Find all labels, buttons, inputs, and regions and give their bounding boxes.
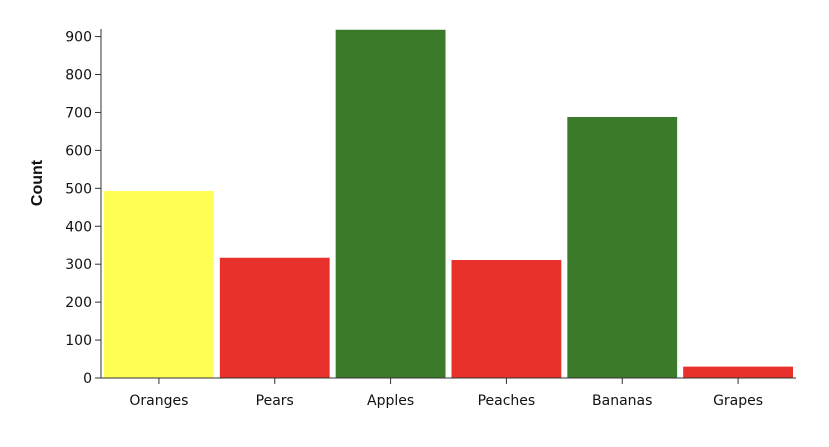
y-tick-label: 800: [65, 68, 92, 84]
x-tick-label-grapes: Grapes: [713, 393, 763, 409]
x-tick-label-peaches: Peaches: [478, 393, 536, 409]
y-tick-label: 400: [65, 219, 92, 235]
bar-grapes: [683, 366, 793, 378]
y-tick-label: 700: [65, 105, 92, 121]
x-tick-label-bananas: Bananas: [592, 393, 652, 409]
x-tick-label-oranges: Oranges: [129, 393, 188, 409]
y-tick-label: 900: [65, 30, 92, 46]
y-tick-label: 300: [65, 257, 92, 273]
y-tick-label: 100: [65, 333, 92, 349]
bar-peaches: [451, 260, 562, 378]
y-tick-label: 0: [83, 371, 92, 387]
x-axis-ticks: Oranges Pears Apples Peaches Bananas Grapes: [129, 378, 763, 409]
y-tick-label: 200: [65, 295, 92, 311]
x-tick-label-apples: Apples: [367, 393, 414, 409]
y-axis-title: Count: [29, 159, 46, 206]
bar-oranges: [104, 190, 214, 378]
y-tick-label: 600: [65, 143, 92, 159]
x-tick-label-pears: Pears: [256, 393, 294, 409]
y-axis-ticks: 0 100 200 300 400 500 600 700 800 900: [65, 30, 101, 387]
bar-apples: [335, 29, 446, 378]
bar-bananas: [567, 117, 678, 378]
bars-group: [104, 29, 793, 378]
bar-pears: [219, 257, 330, 378]
y-tick-label: 500: [65, 181, 92, 197]
